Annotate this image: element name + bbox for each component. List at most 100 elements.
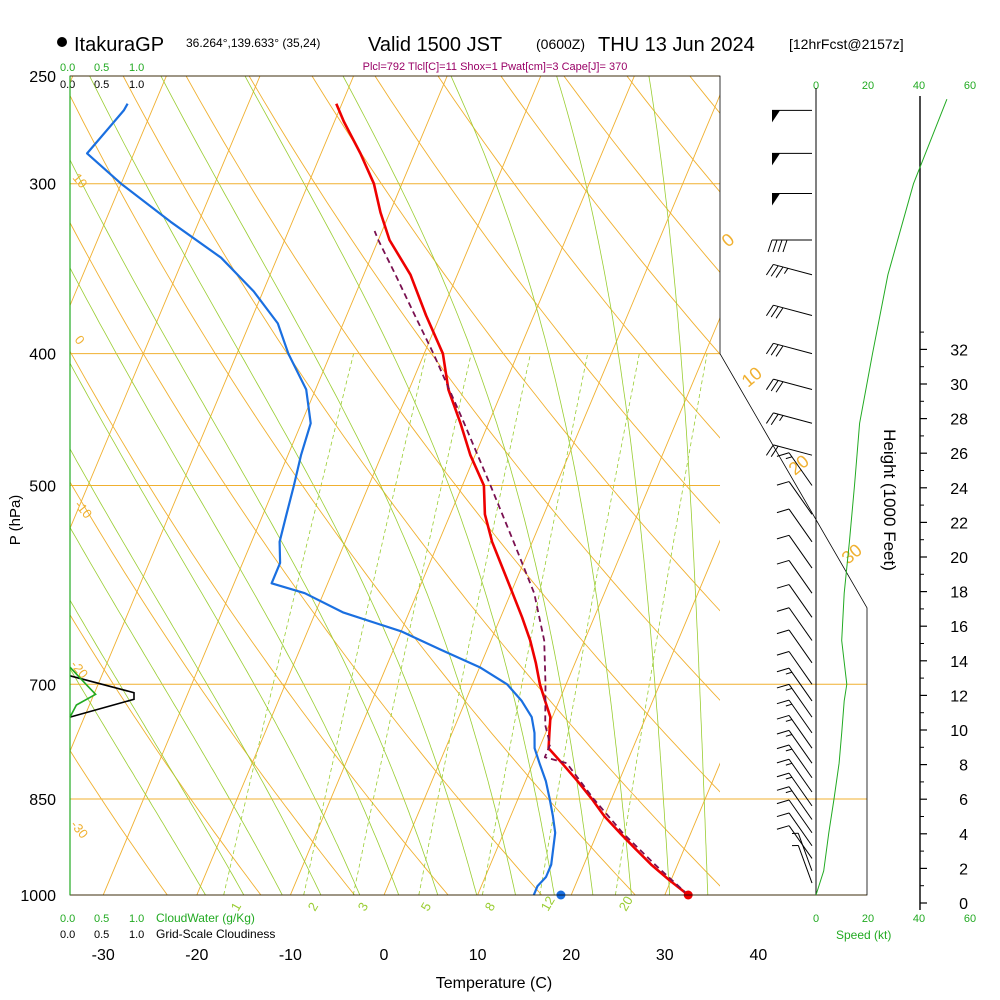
wind-barb-shaft — [788, 715, 813, 749]
station-marker-icon — [57, 37, 67, 47]
sounding-lines — [69, 103, 693, 900]
dry-adiabat-line — [70, 749, 168, 895]
height-tick-label: 20 — [950, 550, 968, 567]
speed-tick-top: 0 — [813, 80, 819, 92]
wind-barb-flag — [776, 584, 790, 589]
wind-barb-halfflag — [785, 776, 793, 780]
cloudiness-tick: 1.0 — [129, 79, 144, 91]
moist-adiabat-line — [725, 52, 747, 924]
mixing-ratio-line — [615, 353, 708, 895]
height-tick-label: 12 — [950, 688, 968, 705]
moist-adiabat-line — [556, 76, 671, 895]
dry-adiabat-line — [70, 481, 356, 895]
wind-barb-flag — [765, 378, 774, 390]
wind-barb-shaft — [788, 508, 813, 543]
wind-barb — [776, 825, 813, 859]
mixing-ratio-label: 12 — [538, 893, 558, 913]
height-tick-label: 22 — [950, 515, 968, 532]
dry-adiabat-label: 0 — [72, 332, 88, 347]
moist-adiabat-label: 10 — [738, 363, 766, 391]
dry-adiabat-line — [857, 52, 1000, 924]
temperature-tick-label: 30 — [656, 947, 674, 964]
cloudwater-tick: 0.0 — [60, 913, 75, 925]
temperature-tick-label: -10 — [279, 947, 302, 964]
wind-barb — [776, 714, 813, 749]
temperature-tick-label: -30 — [92, 947, 115, 964]
cloudwater-tick: 0.5 — [94, 913, 109, 925]
wind-barb-shaft — [788, 786, 813, 820]
dry-adiabat-line — [311, 76, 720, 612]
wind-barb-flag — [776, 786, 790, 791]
wind-barb — [776, 786, 813, 820]
wind-barb-flag — [782, 239, 788, 253]
cloudwater-label: CloudWater (g/Kg) — [156, 911, 255, 925]
wind-barb-flag — [765, 264, 774, 276]
wind-barb-shaft — [788, 667, 813, 702]
mixing-ratio-line — [303, 353, 427, 895]
cloudwater-tick: 1.0 — [129, 62, 144, 74]
pressure-tick-label: 300 — [29, 177, 56, 194]
wind-barb-flag — [775, 266, 784, 278]
height-tick-label: 30 — [950, 377, 968, 394]
mixing-ratio-line — [539, 353, 640, 895]
pressure-tick-label: 400 — [29, 347, 56, 364]
height-tick-label: 14 — [950, 654, 968, 671]
moist-adiabat-line — [70, 526, 283, 895]
mixing-ratio-label: 3 — [355, 900, 372, 914]
height-tick-label: 26 — [950, 446, 968, 463]
temperature-tick-label: 0 — [380, 947, 389, 964]
wind-barb — [765, 378, 813, 393]
wind-barb — [776, 758, 813, 793]
wind-barb-flag — [775, 381, 784, 393]
temperature-tick-label: 40 — [750, 947, 768, 964]
wind-barb — [776, 744, 813, 779]
pressure-tick-label: 500 — [29, 479, 56, 496]
pressure-tick-label: 250 — [29, 69, 56, 86]
wind-barb-shaft — [788, 651, 813, 685]
wind-barb-flag — [777, 239, 783, 253]
moist-adiabat-line — [648, 76, 709, 895]
height-tick-label: 0 — [959, 896, 968, 913]
wind-barb-flag — [776, 452, 790, 457]
wind-barb — [776, 607, 813, 641]
station-location: 36.264°,139.633° (35,24) — [186, 36, 320, 50]
wind-barb — [776, 772, 813, 807]
cloudiness-tick: 1.0 — [129, 929, 144, 941]
mixing-ratio-label: 8 — [482, 900, 499, 914]
moist-adiabat-line — [244, 76, 555, 895]
wind-barb-flag — [776, 758, 790, 764]
wind-barb-flag — [776, 812, 790, 818]
speed-tick-bottom: 60 — [964, 913, 976, 925]
height-tick-label: 8 — [959, 758, 968, 775]
dry-adiabat-line — [437, 76, 720, 439]
wind-barb-shaft — [773, 304, 813, 317]
cloudwater-scale-top: 0.0 0.5 1.0 0.0 0.5 1.0 — [60, 62, 144, 91]
wind-barb-halfflag — [785, 671, 793, 675]
wind-speed-profile — [815, 99, 948, 896]
speed-tick-bottom: 40 — [913, 913, 925, 925]
wind-barb-shaft — [797, 845, 813, 884]
speed-tick-bottom: 0 — [813, 913, 819, 925]
wind-barb — [791, 844, 813, 884]
isotherm-line — [570, 539, 720, 895]
moist-adiabat-line — [160, 76, 516, 895]
height-tick-label: 10 — [950, 723, 968, 740]
wind-barb-flag — [776, 534, 790, 540]
wind-barb-flag — [770, 380, 779, 392]
wind-barb-flag — [770, 265, 779, 277]
wind-barb — [776, 812, 813, 847]
wind-barb-flag — [770, 344, 779, 356]
wind-barb-flag — [765, 343, 774, 355]
wind-barb-shaft — [788, 629, 813, 664]
wind-barb-shaft — [773, 444, 813, 456]
wind-barb-flag — [776, 729, 790, 735]
station-name: ItakuraGP — [74, 34, 164, 56]
wind-barb-shaft — [797, 833, 813, 872]
dry-adiabat-line — [70, 221, 543, 895]
wind-barb-flag — [775, 345, 784, 357]
cloudiness-tick: 0.5 — [94, 929, 109, 941]
dry-adiabat-label: -30 — [68, 817, 92, 841]
dry-adiabat-line — [500, 76, 720, 355]
wind-barb-flag — [776, 799, 790, 805]
cloudiness-profile — [69, 675, 135, 718]
